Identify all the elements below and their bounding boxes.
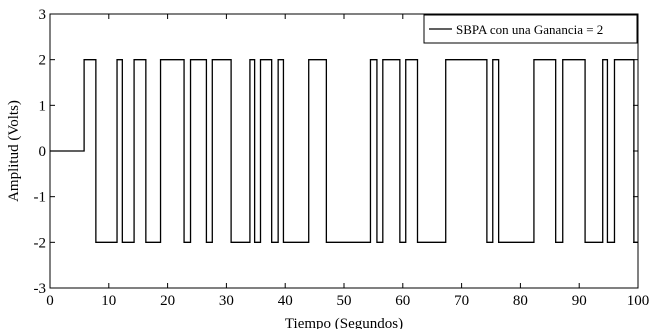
plot-area bbox=[49, 13, 639, 289]
x-tick-label: 70 bbox=[454, 293, 469, 309]
legend-box bbox=[423, 14, 638, 44]
x-tick-label: 0 bbox=[46, 293, 54, 309]
x-tick-label: 10 bbox=[101, 293, 116, 309]
x-tick-label: 20 bbox=[160, 293, 175, 309]
legend-label: SBPA con una Ganancia = 2 bbox=[456, 22, 603, 37]
y-tick-label: 2 bbox=[39, 53, 47, 69]
x-tick-label: 90 bbox=[572, 293, 587, 309]
x-tick-label: 80 bbox=[513, 293, 528, 309]
y-axis-label: Amplitud (Volts) bbox=[6, 100, 22, 202]
y-tick-label: -1 bbox=[34, 190, 47, 206]
x-tick-label: 40 bbox=[278, 293, 293, 309]
y-tick-label: -3 bbox=[34, 281, 47, 297]
x-axis-label: Tiempo (Segundos) bbox=[285, 316, 403, 329]
y-tick-label: -2 bbox=[34, 235, 47, 251]
legend: SBPA con una Ganancia = 2 bbox=[423, 14, 638, 44]
x-tick-label: 100 bbox=[627, 293, 650, 309]
series-line bbox=[50, 59, 638, 243]
x-tick-label: 60 bbox=[395, 293, 410, 309]
y-tick-label: 0 bbox=[39, 144, 47, 160]
x-tick-label: 50 bbox=[337, 293, 352, 309]
x-tick-label: 30 bbox=[219, 293, 234, 309]
y-tick-label: 1 bbox=[39, 98, 47, 114]
y-tick-label: 3 bbox=[39, 7, 47, 23]
